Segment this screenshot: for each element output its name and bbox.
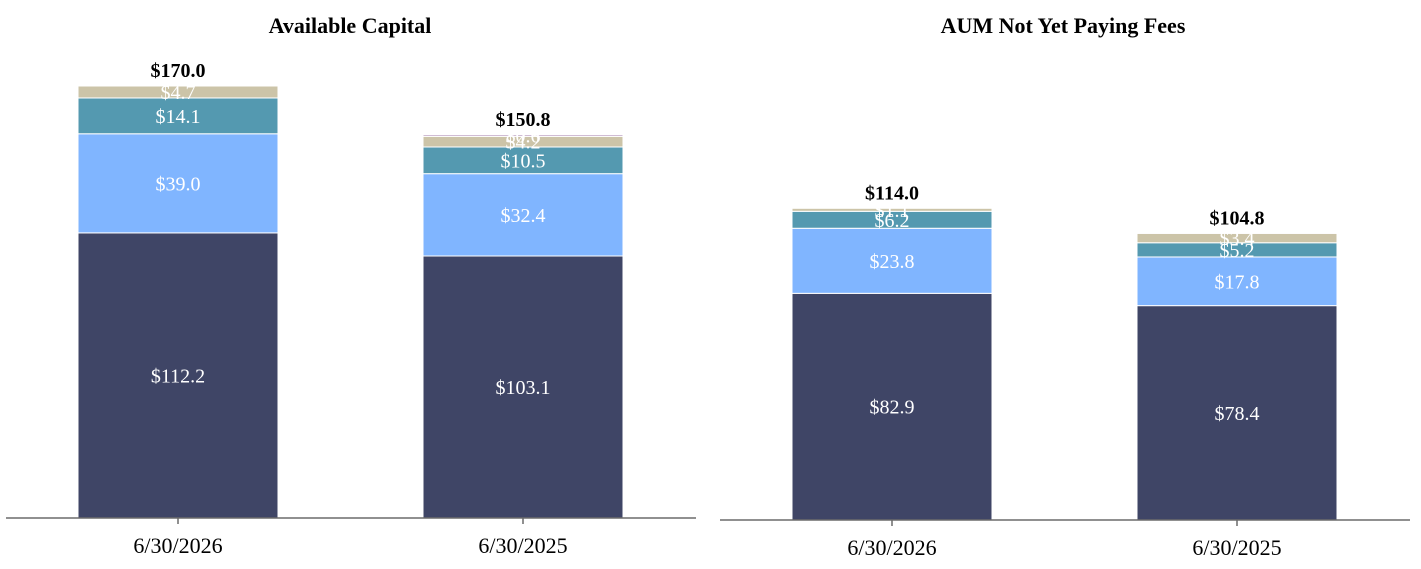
chart-title: AUM Not Yet Paying Fees <box>941 13 1186 38</box>
total-label-group: $114.0 $104.8 <box>865 182 1264 229</box>
available-capital-chart: Available Capital $112.2$39.0$14.1$4.7$1… <box>6 13 696 558</box>
bar-segment <box>422 255 624 519</box>
x-tick-label: 6/30/2026 <box>847 535 936 560</box>
bar-segment <box>1136 256 1338 307</box>
segment-label-group: $112.2 $39.0 $14.1$4.7 $103.1 $32.4 $10.5$4.2… <box>151 82 551 399</box>
x-tick-label: 6/30/2025 <box>478 533 567 558</box>
bar-group <box>791 207 1338 521</box>
segment-value-label: $10.5 <box>501 150 546 172</box>
aum-not-yet-paying-fees-chart: AUM Not Yet Paying Fees $82.9$23.8$6.2$1… <box>720 13 1410 560</box>
bar-segment <box>422 134 624 137</box>
segment-label-group: $82.9 $23.8 $6.2$1.1 $78.4 $17.8 $5.2$3.4 <box>870 200 1260 425</box>
bar-segment <box>1136 232 1338 244</box>
x-tick-group: 6/30/2026 6/30/2025 <box>847 520 1282 560</box>
segment-value-label: $39.0 <box>156 173 201 195</box>
bar-segment <box>77 232 279 519</box>
total-label-group: $170.0 $150.8 <box>151 60 551 131</box>
segment-value-label: $82.9 <box>870 397 915 419</box>
bar-segment <box>791 292 993 521</box>
bar-segment <box>791 227 993 294</box>
bar-total-label: $150.8 <box>496 109 551 131</box>
segment-value-label: $0.6 <box>506 126 541 148</box>
segment-value-label: $3.4 <box>1220 228 1255 250</box>
x-tick-label: 6/30/2025 <box>1192 535 1281 560</box>
x-tick-label: 6/30/2026 <box>133 533 222 558</box>
bar-segment <box>422 146 624 175</box>
segment-value-label: $5.2 <box>1220 240 1255 262</box>
segment-value-label: $78.4 <box>1215 403 1260 425</box>
segment-value-label: $103.1 <box>496 377 551 399</box>
segment-value-label: $17.8 <box>1215 271 1260 293</box>
bar-total-label: $104.8 <box>1210 207 1265 229</box>
bar-segment <box>77 85 279 99</box>
segment-value-label: $6.2 <box>875 210 910 232</box>
segment-value-label: $23.8 <box>870 251 915 273</box>
bar-segment <box>77 133 279 234</box>
segment-value-label: $32.4 <box>501 205 546 227</box>
segment-value-label: $4.2 <box>506 132 541 154</box>
bar-group <box>77 85 624 519</box>
bar-segment <box>1136 305 1338 521</box>
segment-value-label: $14.1 <box>156 106 201 128</box>
bar-total-label: $170.0 <box>151 60 206 82</box>
chart-title: Available Capital <box>269 13 432 38</box>
bar-total-label: $114.0 <box>865 182 919 204</box>
segment-value-label: $4.7 <box>161 82 196 104</box>
segment-value-label: $112.2 <box>151 365 205 387</box>
bar-segment <box>791 207 993 212</box>
x-tick-group: 6/30/2026 6/30/2025 <box>133 518 568 558</box>
segment-value-label: $1.1 <box>875 200 910 222</box>
